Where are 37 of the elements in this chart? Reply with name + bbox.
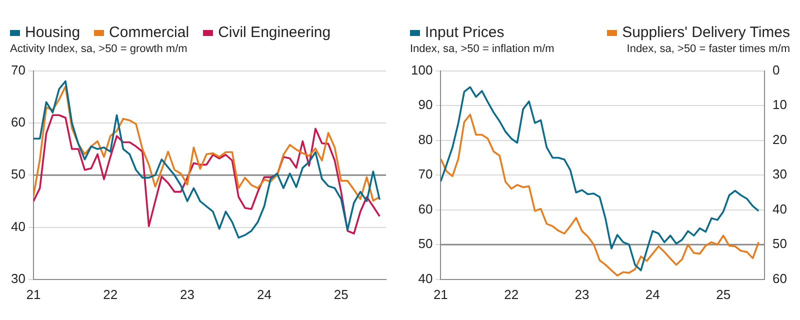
y-tick-label: 100 — [410, 62, 433, 78]
x-tick-label: 21 — [433, 286, 448, 302]
y-tick-label: 50 — [10, 166, 26, 182]
x-tick-label: 25 — [334, 286, 348, 302]
x-tick-label: 22 — [504, 286, 519, 302]
y2-tick-label: 60 — [772, 270, 788, 286]
y-axis-title: Activity Index, sa, >50 = growth m/m — [10, 43, 188, 55]
y-tick-label: 40 — [418, 270, 433, 286]
x-tick-label: 22 — [103, 286, 118, 302]
y-tick-label: 30 — [10, 270, 26, 286]
y-axis-title: Index, sa, >50 = inflation m/m — [410, 43, 554, 55]
legend-label: Housing — [25, 24, 80, 41]
y-tick-label: 70 — [418, 166, 433, 182]
y-tick-label: 60 — [10, 114, 26, 130]
x-tick-label: 24 — [256, 286, 272, 302]
y-tick-label: 70 — [10, 62, 26, 78]
y2-tick-label: 0 — [772, 62, 780, 78]
y-tick-label: 50 — [418, 236, 433, 252]
x-tick-label: 24 — [645, 286, 660, 302]
y2-tick-label: 30 — [772, 166, 788, 182]
y2-tick-label: 50 — [772, 236, 788, 252]
y2-axis-title: Index, sa, >50 = faster times m/m — [626, 43, 790, 55]
legend-label: Civil Engineering — [218, 24, 331, 41]
x-tick-label: 21 — [26, 286, 41, 302]
y-tick-label: 60 — [418, 201, 433, 216]
x-tick-label: 25 — [716, 286, 731, 302]
legend-label: Suppliers' Delivery Times — [622, 24, 790, 41]
x-tick-label: 23 — [574, 286, 590, 302]
x-tick-label: 23 — [180, 286, 195, 302]
legend-label: Input Prices — [425, 24, 504, 41]
legend-label: Commercial — [109, 24, 190, 41]
y-tick-label: 80 — [418, 132, 433, 147]
y2-tick-label: 10 — [772, 97, 788, 112]
y2-tick-label: 20 — [772, 132, 788, 147]
y2-tick-label: 40 — [772, 201, 788, 216]
y-tick-label: 90 — [418, 97, 433, 112]
y-tick-label: 40 — [10, 218, 26, 234]
